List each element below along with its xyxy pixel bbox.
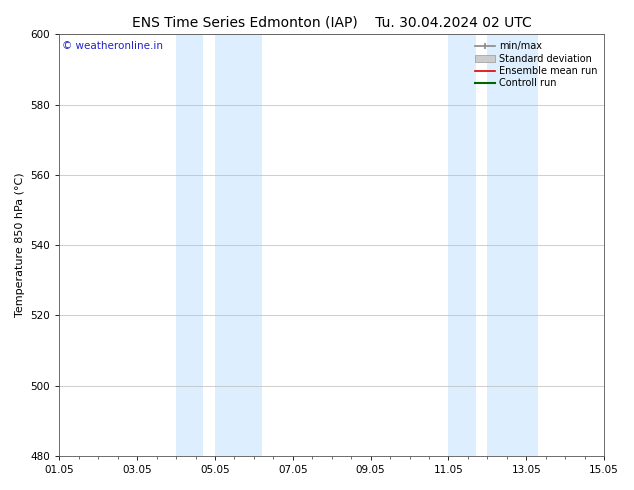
Bar: [488, 34, 538, 456]
Bar: [215, 34, 262, 456]
Bar: [448, 34, 476, 456]
Title: ENS Time Series Edmonton (IAP)    Tu. 30.04.2024 02 UTC: ENS Time Series Edmonton (IAP) Tu. 30.04…: [132, 15, 531, 29]
Bar: [176, 34, 204, 456]
Legend: min/max, Standard deviation, Ensemble mean run, Controll run: min/max, Standard deviation, Ensemble me…: [472, 37, 601, 92]
Y-axis label: Temperature 850 hPa (°C): Temperature 850 hPa (°C): [15, 173, 25, 318]
Text: © weatheronline.in: © weatheronline.in: [62, 41, 163, 50]
